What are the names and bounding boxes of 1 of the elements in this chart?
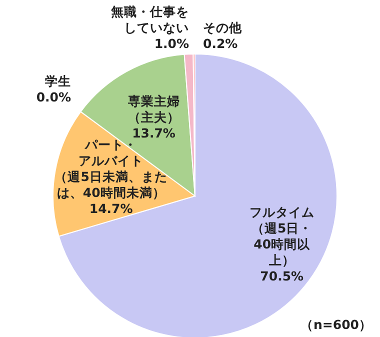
annotation: （n=600）	[300, 317, 372, 332]
